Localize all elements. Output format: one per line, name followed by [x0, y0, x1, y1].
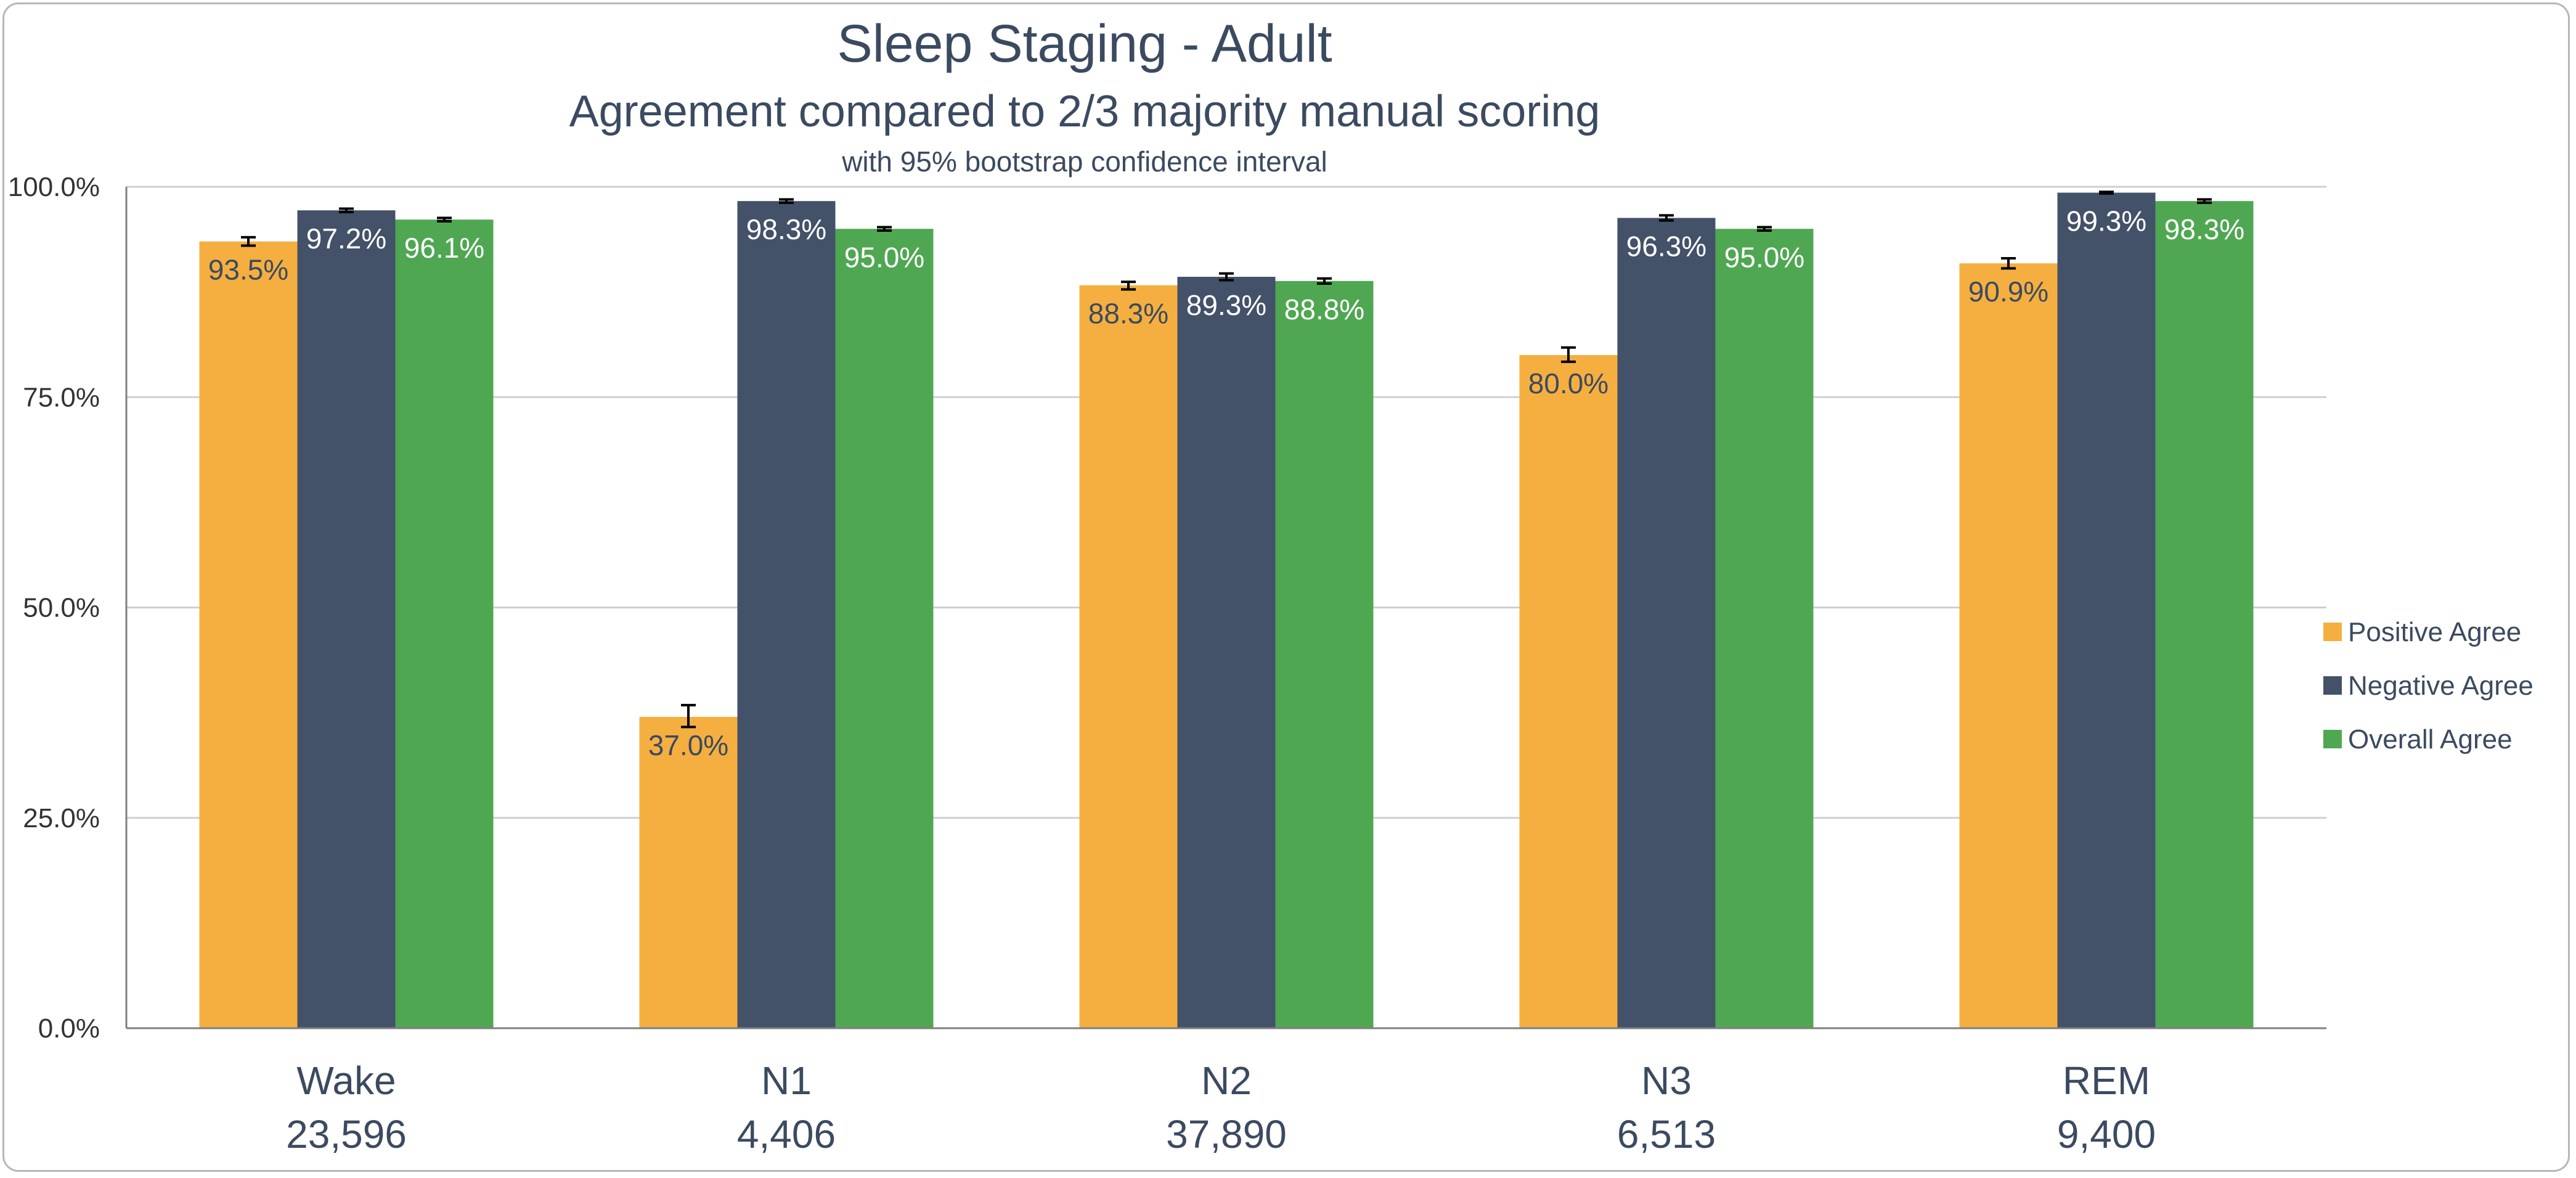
category-count: 4,406: [737, 1112, 836, 1156]
bar: [1177, 277, 1276, 1029]
y-tick-label: 75.0%: [23, 382, 100, 412]
legend-swatch: [2323, 676, 2342, 695]
bar: [1079, 285, 1178, 1029]
category-count: 9,400: [2057, 1112, 2156, 1156]
legend-swatch: [2323, 730, 2342, 748]
legend-label: Overall Agree: [2348, 724, 2513, 755]
bar: [737, 201, 836, 1029]
x-axis: Wake 23,596 N1 4,406 N2 37,890 N3 6,513 REM 9,400: [126, 1027, 2326, 1156]
data-label: 93.5%: [208, 254, 288, 286]
data-label: 99.3%: [2066, 205, 2146, 237]
x-tick-label: N3: [1641, 1058, 1692, 1103]
y-tick-label: 100.0%: [8, 172, 100, 202]
bar: [395, 219, 494, 1028]
bar: [1275, 280, 1374, 1028]
bar: [297, 210, 396, 1029]
data-label: 88.3%: [1088, 298, 1168, 330]
x-tick-label: Wake: [296, 1058, 396, 1103]
bar: [1715, 229, 1814, 1028]
data-label: 96.1%: [404, 232, 484, 264]
data-label: 80.0%: [1528, 367, 1608, 399]
bar: [199, 241, 298, 1029]
legend-label: Negative Agree: [2348, 671, 2533, 701]
category-count: 37,890: [1166, 1112, 1287, 1156]
legend: Positive Agree Negative Agree Overall Agre…: [2323, 617, 2533, 755]
data-label: 95.0%: [1724, 241, 1804, 273]
bar: [1519, 355, 1618, 1028]
data-label: 88.8%: [1284, 293, 1364, 325]
data-label: 95.0%: [844, 241, 924, 273]
data-label: 90.9%: [1968, 276, 2048, 308]
y-tick-label: 0.0%: [38, 1013, 100, 1044]
bar: [1617, 218, 1716, 1028]
y-tick-label: 50.0%: [23, 593, 100, 623]
data-label: 98.3%: [2164, 213, 2244, 245]
category-count: 6,513: [1617, 1112, 1716, 1156]
chart-note: with 95% bootstrap confidence interval: [841, 145, 1327, 178]
chart-title: Sleep Staging - Adult: [837, 14, 1332, 73]
data-label: 89.3%: [1186, 289, 1266, 321]
x-tick-label: REM: [2063, 1058, 2150, 1103]
x-tick-label: N2: [1201, 1058, 1252, 1103]
legend-swatch: [2323, 623, 2342, 641]
bar: [639, 716, 738, 1028]
bars: 93.5% 97.2% 96.1% 37.0% 98.3% 95.0% 88.3% 89.3%…: [199, 190, 2254, 1029]
bar: [2057, 192, 2156, 1029]
data-label: 96.3%: [1626, 231, 1706, 263]
data-label: 37.0%: [648, 729, 728, 761]
bar: [2155, 201, 2254, 1029]
chart-subtitle: Agreement compared to 2/3 majority manua…: [569, 87, 1600, 136]
category-count: 23,596: [286, 1112, 407, 1156]
legend-label: Positive Agree: [2348, 617, 2521, 647]
x-tick-label: N1: [761, 1058, 812, 1103]
data-label: 97.2%: [306, 223, 386, 255]
data-label: 98.3%: [746, 213, 826, 245]
y-axis: 0.0% 25.0% 50.0% 75.0% 100.0%: [8, 172, 128, 1044]
bar: [835, 229, 934, 1028]
y-tick-label: 25.0%: [23, 803, 100, 833]
bar: [1959, 263, 2058, 1029]
